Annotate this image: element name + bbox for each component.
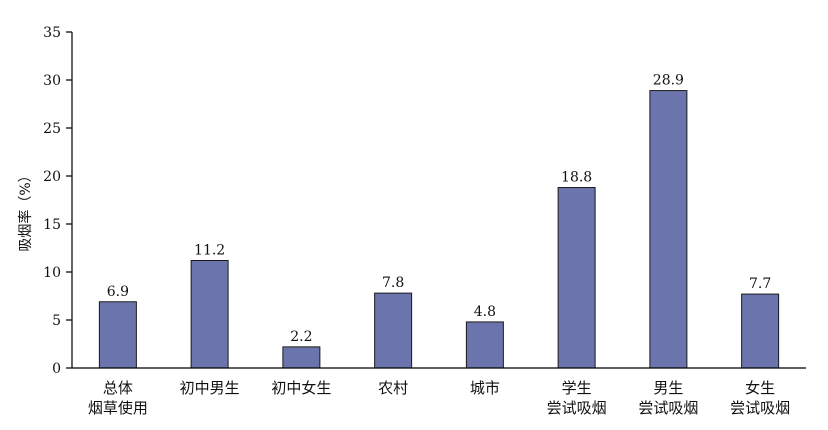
x-category-label-line: 尝试吸烟 xyxy=(730,399,790,417)
x-category-label-line: 男生 xyxy=(653,379,683,397)
y-tick-label: 30 xyxy=(43,73,61,89)
x-category-label: 男生尝试吸烟 xyxy=(638,379,698,417)
bar-value-label: 2.2 xyxy=(290,329,312,345)
y-tick-label: 20 xyxy=(43,169,61,185)
y-tick-label: 25 xyxy=(43,121,61,137)
x-category-label: 初中女生 xyxy=(271,379,331,397)
x-category-label-line: 总体 xyxy=(103,379,133,397)
y-tick-label: 10 xyxy=(43,265,61,281)
bar xyxy=(557,187,596,369)
x-category-label-line: 女生 xyxy=(745,379,775,397)
bar xyxy=(649,90,688,369)
x-category-label: 学生尝试吸烟 xyxy=(547,379,607,417)
bar-value-label: 6.9 xyxy=(107,284,129,300)
bar-value-label: 11.2 xyxy=(194,242,225,258)
x-category-label: 城市 xyxy=(470,379,500,397)
bar xyxy=(190,259,229,369)
y-axis-title: 吸烟率（%） xyxy=(17,168,34,251)
x-category-label-line: 尝试吸烟 xyxy=(547,399,607,417)
plot-area: 6.9 11.2 2.2 7.8 4.8 18.8 28.9 7.7 xyxy=(98,73,780,369)
x-category-label: 女生尝试吸烟 xyxy=(730,379,790,417)
x-category-label-line: 尝试吸烟 xyxy=(638,399,698,417)
x-category-label-line: 烟草使用 xyxy=(88,399,148,417)
x-category-label-line: 初中男生 xyxy=(180,379,240,397)
x-category-label: 农村 xyxy=(378,379,408,397)
bar xyxy=(98,301,137,369)
x-category-label: 总体烟草使用 xyxy=(88,379,148,417)
x-category-label-line: 城市 xyxy=(470,379,500,397)
x-category-label-line: 初中女生 xyxy=(271,379,331,397)
x-category-label-line: 学生 xyxy=(562,379,592,397)
bar-value-label: 18.8 xyxy=(561,170,592,186)
bar xyxy=(282,346,321,369)
bar-value-label: 28.9 xyxy=(653,73,684,89)
bar xyxy=(374,292,413,369)
y-tick-label: 0 xyxy=(52,361,61,377)
bar xyxy=(741,293,780,369)
bar-value-label: 7.8 xyxy=(382,275,404,291)
bar xyxy=(465,321,504,369)
y-axis-ticks: 0 5 10 15 20 25 30 35 xyxy=(43,25,72,377)
x-category-label: 初中男生 xyxy=(180,379,240,397)
y-tick-label: 5 xyxy=(52,313,61,329)
bar-value-label: 7.7 xyxy=(749,276,771,292)
y-tick-label: 15 xyxy=(43,217,61,233)
y-tick-label: 35 xyxy=(43,25,61,41)
x-category-label-line: 农村 xyxy=(378,379,408,397)
bar-value-label: 4.8 xyxy=(474,304,496,320)
